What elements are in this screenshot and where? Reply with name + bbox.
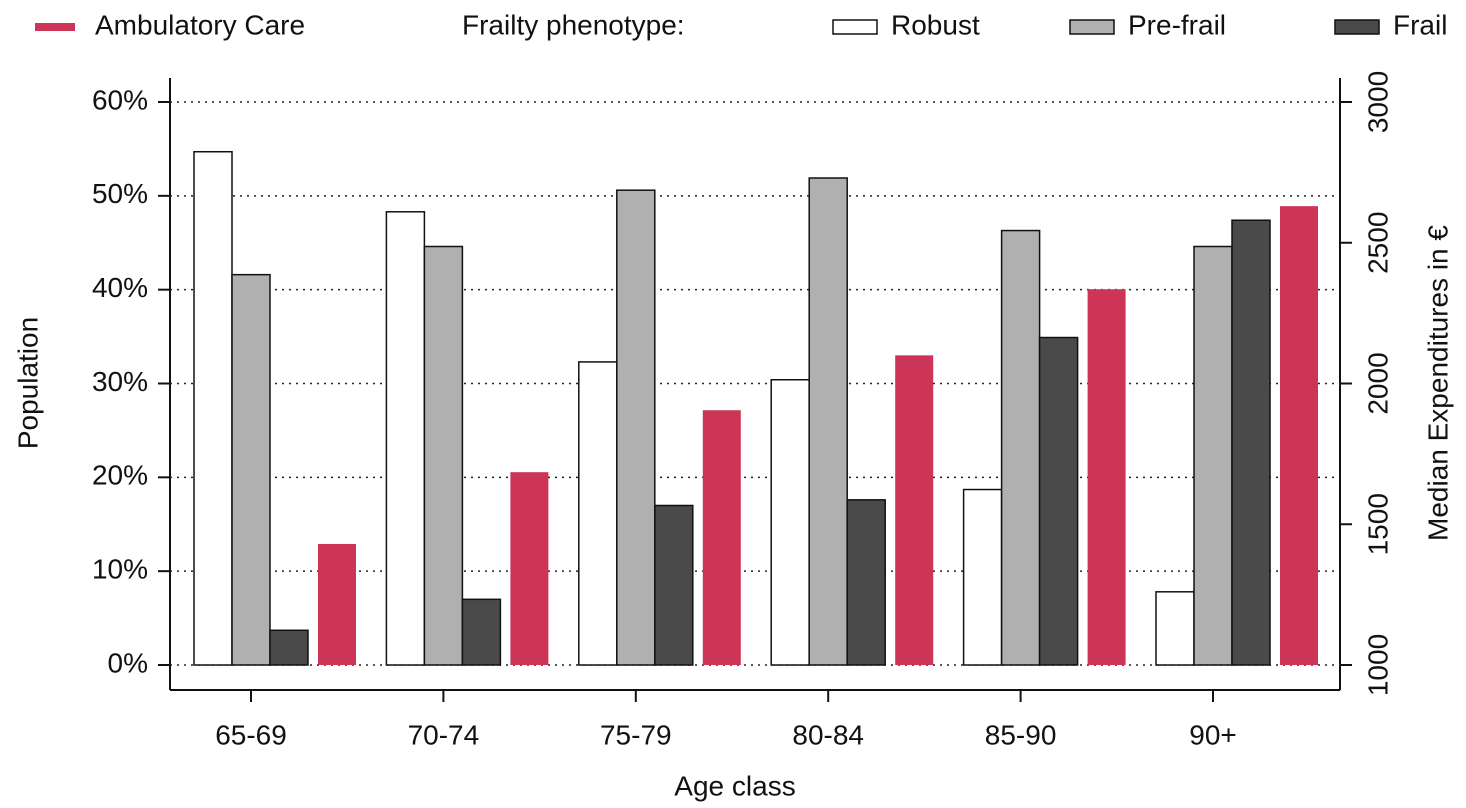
legend-swatch xyxy=(832,19,878,35)
x-tick-label: 90+ xyxy=(1189,719,1237,750)
bar xyxy=(654,504,694,666)
legend-swatch xyxy=(1334,19,1380,35)
x-tick-label: 85-90 xyxy=(985,719,1057,750)
legend-label: Robust xyxy=(891,9,980,40)
legend-swatch xyxy=(35,23,75,31)
bar xyxy=(770,378,810,666)
x-axis-label: Age class xyxy=(674,770,795,801)
y2-tick-label: 1500 xyxy=(1362,493,1393,555)
bar xyxy=(846,499,886,666)
legend-label: Ambulatory Care xyxy=(95,9,305,40)
y2-tick-label: 2500 xyxy=(1362,212,1393,274)
y-tick-label: 20% xyxy=(92,460,148,491)
bar xyxy=(423,245,464,666)
y-tick-label: 10% xyxy=(92,554,148,585)
bar xyxy=(1155,591,1195,666)
bar xyxy=(1087,289,1126,665)
bar xyxy=(808,177,848,666)
bar xyxy=(231,273,271,666)
bar xyxy=(1193,245,1233,666)
bar xyxy=(193,150,233,666)
bar xyxy=(318,543,356,665)
x-tick-label: 70-74 xyxy=(408,719,480,750)
bar xyxy=(702,410,741,665)
y2-tick-label: 3000 xyxy=(1362,71,1393,133)
bar xyxy=(1038,336,1079,666)
y-tick-label: 0% xyxy=(108,647,148,678)
y-axis-label: Population xyxy=(12,317,43,449)
y2-axis-label: Median Expenditures in € xyxy=(1422,225,1453,541)
y2-tick-label: 1000 xyxy=(1362,634,1393,696)
bar xyxy=(461,598,502,666)
legend-label: Frail xyxy=(1393,9,1447,40)
bar xyxy=(616,189,656,666)
y-tick-label: 40% xyxy=(92,272,148,303)
bar xyxy=(1231,219,1271,666)
bar xyxy=(895,355,934,665)
y2-tick-label: 2000 xyxy=(1362,352,1393,414)
bar xyxy=(385,211,426,666)
y-tick-label: 60% xyxy=(92,84,148,115)
x-tick-label: 80-84 xyxy=(792,719,864,750)
y-tick-label: 30% xyxy=(92,366,148,397)
bar xyxy=(962,488,1003,666)
x-tick-label: 75-79 xyxy=(600,719,672,750)
legend-swatch xyxy=(1069,19,1115,35)
bar xyxy=(269,629,309,666)
legend-label: Pre-frail xyxy=(1128,9,1226,40)
bar xyxy=(1280,206,1318,665)
bar xyxy=(578,361,618,666)
x-tick-label: 65-69 xyxy=(215,719,287,750)
y-tick-label: 50% xyxy=(92,178,148,209)
legend-title: Frailty phenotype: xyxy=(462,9,685,40)
bar xyxy=(1000,229,1041,666)
bar xyxy=(510,472,549,665)
